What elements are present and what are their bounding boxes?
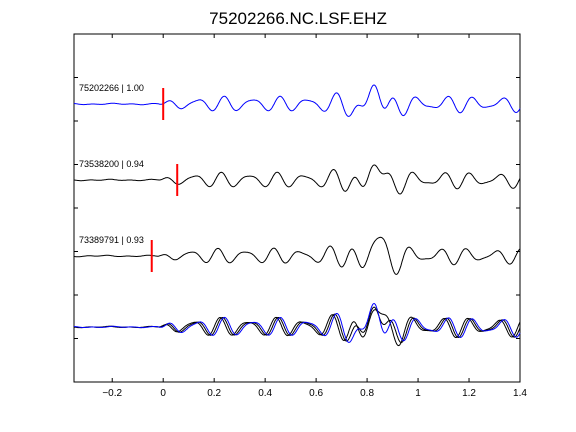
x-tick-label: 1	[415, 388, 421, 399]
trace-label: 73538200 | 0.94	[79, 159, 144, 169]
axis-ticks: −0.2 0 0.2 0.4 0.6 0.8 1 1.2 1.4	[74, 34, 527, 399]
pick-markers	[150, 88, 179, 272]
waveform-trace	[73, 236, 521, 275]
chart-title: 75202266.NC.LSF.EHZ	[209, 9, 387, 28]
x-tick-label: 0.4	[258, 388, 272, 399]
trace-label: 73389791 | 0.93	[79, 235, 144, 245]
x-tick-label: 1.2	[462, 388, 476, 399]
x-tick-label: 0.8	[360, 388, 374, 399]
x-tick-label: 1.4	[513, 388, 527, 399]
waveforms	[73, 84, 521, 347]
x-tick-label: 0	[160, 388, 166, 399]
trace-labels: 75202266 | 1.00 73538200 | 0.94 73389791 |…	[79, 83, 144, 245]
x-tick-label: 0.6	[309, 388, 323, 399]
stacked-trace	[73, 302, 521, 343]
x-tick-label: −0.2	[102, 388, 122, 399]
waveform-trace	[73, 164, 521, 195]
trace-label: 75202266 | 1.00	[79, 83, 144, 93]
x-tick-label: 0.2	[207, 388, 221, 399]
waveform-trace	[73, 84, 521, 117]
